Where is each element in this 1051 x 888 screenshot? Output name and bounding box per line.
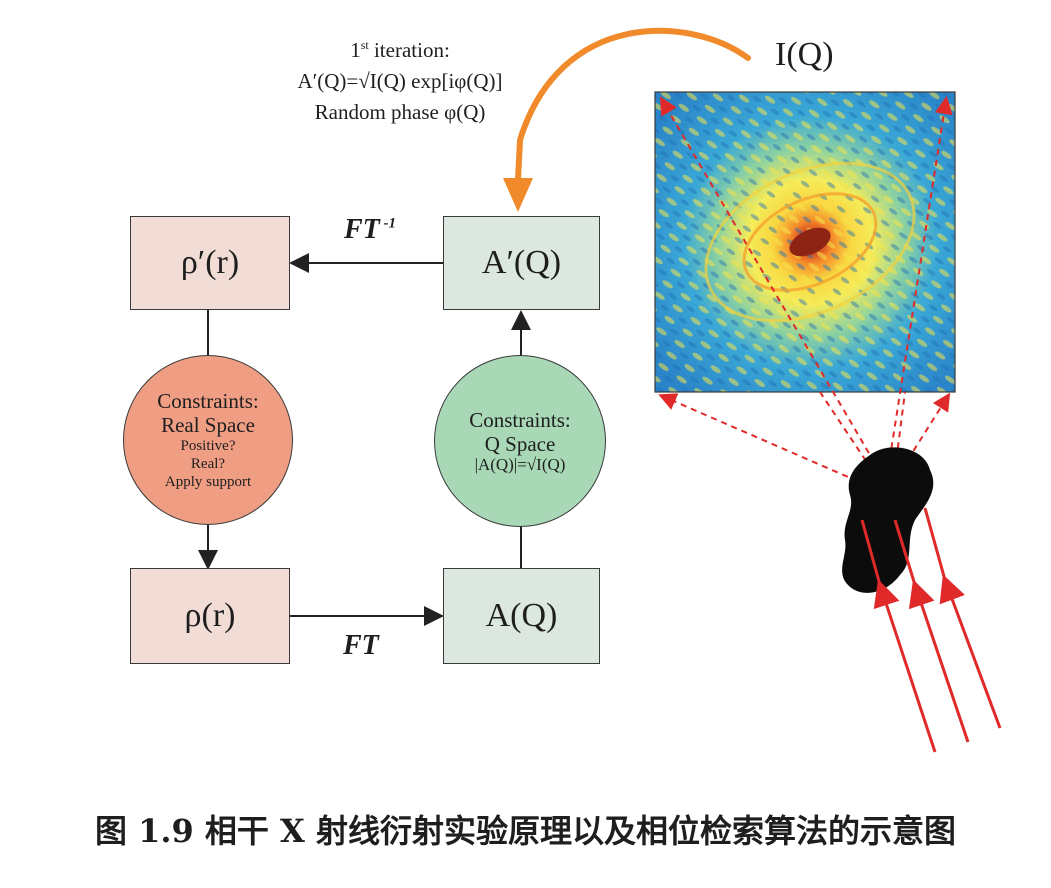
iteration-arrow-head [503, 178, 533, 212]
real-space-constraints: Constraints: Real Space Positive? Real? … [123, 355, 293, 525]
a-prime-label: A′(Q) [481, 244, 562, 281]
ft-forward-label: FT [343, 630, 379, 661]
annotation-line-1: 1st iteration: [350, 38, 450, 62]
annotation-line-3: Random phase φ(Q) [314, 100, 486, 124]
q-constraint-formula: |A(Q)|=√I(Q) [474, 455, 566, 474]
rho-box: ρ(r) [130, 568, 290, 664]
real-constraints-subtitle: Real Space [161, 413, 255, 437]
q-constraints-subtitle: Q Space [484, 432, 556, 456]
a-box: A(Q) [443, 568, 600, 664]
a-label: A(Q) [485, 597, 558, 634]
rho-prime-box: ρ′(r) [130, 216, 290, 310]
real-constraint-real: Real? [190, 456, 226, 472]
figure-caption: 图 1.9 相干 X 射线衍射实验原理以及相位检索算法的示意图 [94, 812, 957, 850]
ft-inverse-label: FT -1 [344, 214, 397, 245]
sample-particle [842, 447, 934, 593]
rho-label: ρ(r) [184, 597, 236, 634]
real-constraints-title: Constraints: [157, 389, 259, 413]
iteration-annotation: 1st iteration: A′(Q)=√I(Q) exp[iφ(Q)] Ra… [255, 30, 545, 128]
a-prime-box: A′(Q) [443, 216, 600, 310]
q-constraints-title: Constraints: [469, 408, 571, 432]
incident-beams [860, 507, 1002, 753]
q-space-constraints: Constraints: Q Space |A(Q)|=√I(Q) [434, 355, 606, 527]
iteration-arrow [515, 27, 751, 183]
intensity-label: I(Q) [775, 36, 834, 73]
rho-prime-label: ρ′(r) [180, 244, 240, 281]
real-constraint-positive: Positive? [180, 438, 236, 454]
annotation-line-2: A′(Q)=√I(Q) exp[iφ(Q)] [297, 69, 503, 93]
real-constraint-support: Apply support [164, 474, 252, 490]
diffraction-pattern [654, 91, 956, 393]
